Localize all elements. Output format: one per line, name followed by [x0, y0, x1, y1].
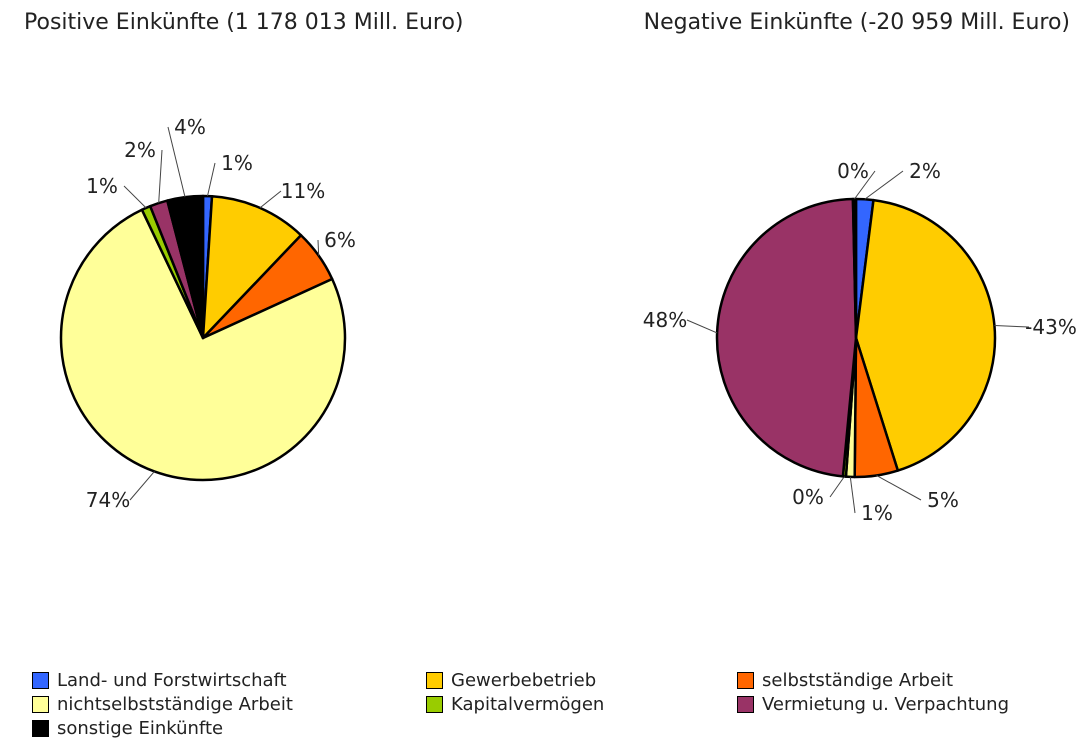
data-label: 1%	[86, 174, 118, 198]
legend-swatch	[32, 696, 49, 713]
leader-line	[129, 471, 155, 501]
legend-label: selbstständige Arbeit	[762, 670, 954, 691]
leader-line	[994, 325, 1030, 328]
leader-line	[686, 319, 718, 334]
legend-swatch	[32, 672, 49, 689]
data-label: 74%	[86, 488, 130, 512]
legend-label: Land- und Forstwirtschaft	[57, 670, 287, 691]
legend-item: sonstige Einkünfte	[32, 718, 223, 739]
leader-line	[259, 190, 282, 209]
data-label: 11%	[281, 179, 325, 203]
legend-swatch	[426, 672, 443, 689]
leader-line	[123, 185, 147, 209]
data-label: 2%	[909, 159, 941, 183]
legend-swatch	[426, 696, 443, 713]
leader-line	[854, 170, 876, 200]
legend-item: Land- und Forstwirtschaft	[32, 670, 287, 691]
data-label: 1%	[221, 151, 253, 175]
legend-swatch	[737, 672, 754, 689]
legend-label: Gewerbebetrieb	[451, 670, 597, 691]
data-label: 5%	[927, 488, 959, 512]
legend-item: selbstständige Arbeit	[737, 670, 953, 691]
pie-slice	[854, 198, 997, 472]
chart-title-positive: Positive Einkünfte (1 178 013 Mill. Euro…	[24, 10, 464, 35]
data-label: 0%	[792, 485, 824, 509]
pie-slice	[201, 195, 303, 340]
pie-slice	[59, 208, 347, 482]
legend-item: nichtselbstständige Arbeit	[32, 694, 293, 715]
legend-swatch	[32, 720, 49, 737]
data-label: 1%	[861, 501, 893, 525]
leader-line	[849, 476, 856, 514]
legend-label: Kapitalvermögen	[451, 694, 605, 715]
leader-line	[158, 149, 163, 204]
leader-line	[317, 239, 320, 256]
legend-swatch	[737, 696, 754, 713]
leader-line	[864, 170, 904, 200]
legend-item: Kapitalvermögen	[426, 694, 604, 715]
legend-label: nichtselbstständige Arbeit	[57, 694, 293, 715]
legend-item: Vermietung u. Verpachtung	[737, 694, 1009, 715]
leader-line	[829, 476, 845, 498]
data-label: 2%	[124, 138, 156, 162]
legend-label: sonstige Einkünfte	[57, 718, 224, 739]
pie-slice	[715, 197, 858, 478]
legend-item: Gewerbebetrieb	[426, 670, 596, 691]
leader-line	[167, 126, 186, 198]
legend-label: Vermietung u. Verpachtung	[762, 694, 1010, 715]
leader-line	[876, 475, 922, 501]
pie-slice	[851, 197, 858, 340]
leader-line	[207, 162, 216, 197]
data-label: -43%	[1025, 315, 1077, 339]
data-label: 0%	[837, 159, 869, 183]
data-label: 6%	[324, 228, 356, 252]
chart-title-negative: Negative Einkünfte (-20 959 Mill. Euro)	[643, 10, 1070, 35]
data-label: 48%	[643, 308, 687, 332]
data-label: 4%	[174, 115, 206, 139]
